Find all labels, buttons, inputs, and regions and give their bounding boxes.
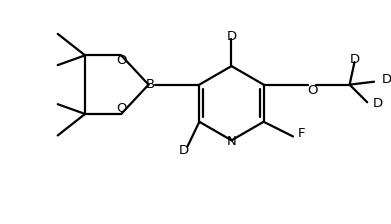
Text: B: B [146, 78, 155, 91]
Text: F: F [298, 127, 305, 140]
Text: D: D [179, 144, 189, 157]
Text: D: D [382, 73, 391, 86]
Text: N: N [227, 135, 237, 148]
Text: D: D [226, 30, 237, 43]
Text: O: O [116, 54, 126, 67]
Text: O: O [307, 84, 318, 97]
Text: D: D [350, 53, 360, 66]
Text: O: O [116, 102, 126, 115]
Text: D: D [373, 97, 383, 110]
